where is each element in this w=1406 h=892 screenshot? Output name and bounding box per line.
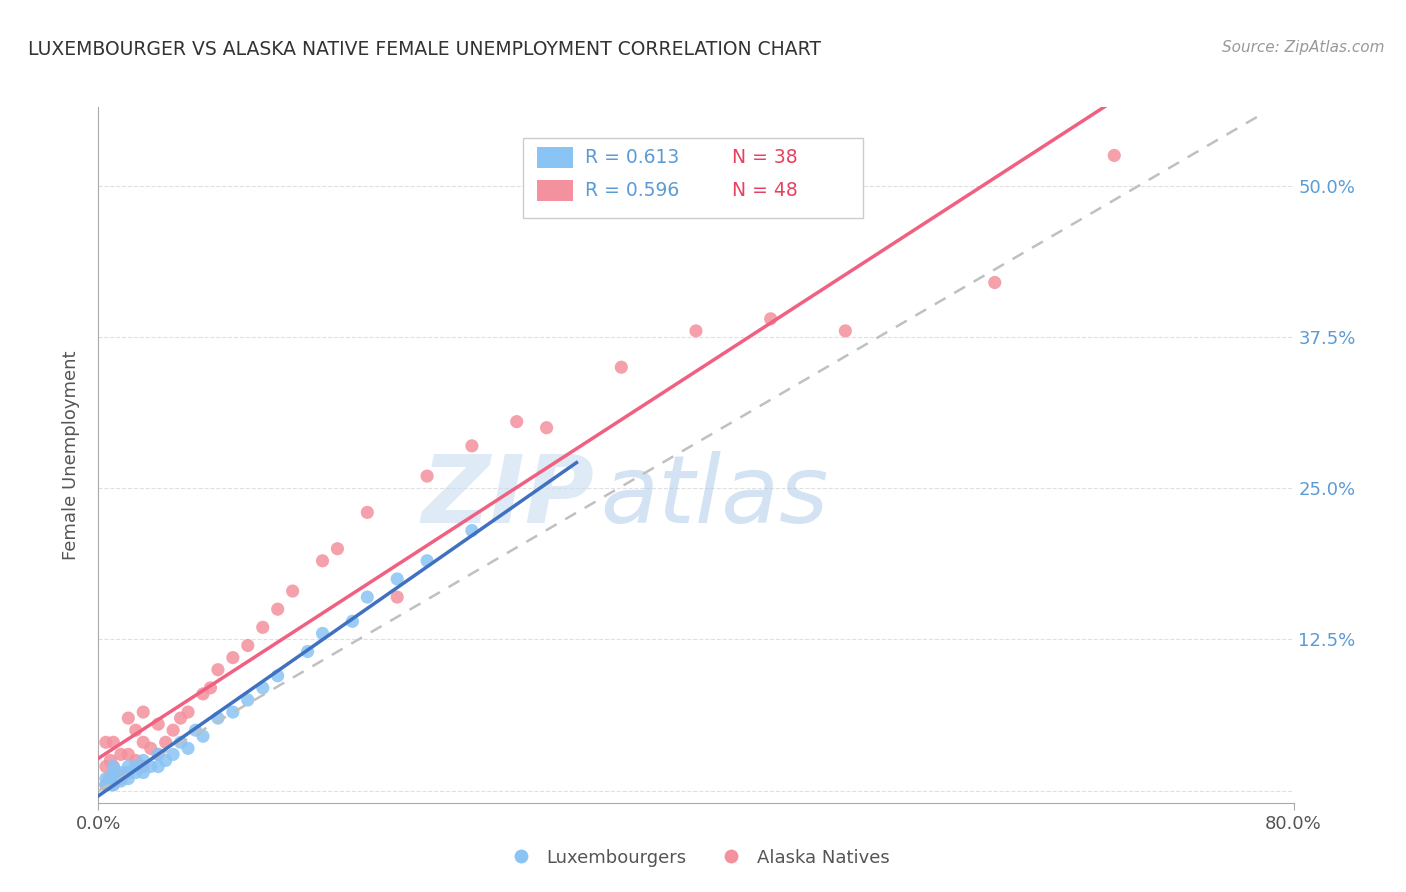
Point xyxy=(125,754,148,768)
Bar xyxy=(537,180,572,201)
Point xyxy=(506,415,529,429)
Point xyxy=(461,439,484,453)
Point xyxy=(177,741,200,756)
Point xyxy=(132,735,155,749)
Point xyxy=(98,754,122,768)
Point xyxy=(222,650,245,665)
Point xyxy=(117,765,139,780)
Point xyxy=(148,747,170,762)
Point xyxy=(110,747,132,762)
Point xyxy=(267,602,290,616)
Point xyxy=(103,765,125,780)
Point xyxy=(184,723,207,738)
Point xyxy=(132,754,155,768)
Point xyxy=(236,639,259,653)
Point xyxy=(1104,148,1126,162)
Point xyxy=(125,759,148,773)
Point xyxy=(125,723,148,738)
Point xyxy=(326,541,349,556)
Point xyxy=(105,765,128,780)
Point xyxy=(110,772,132,786)
Text: N = 48: N = 48 xyxy=(733,181,797,200)
Point xyxy=(281,584,304,599)
Point xyxy=(252,681,274,695)
Point xyxy=(98,778,122,792)
Point xyxy=(155,735,177,749)
Point xyxy=(416,554,439,568)
Text: Source: ZipAtlas.com: Source: ZipAtlas.com xyxy=(1222,40,1385,55)
Point xyxy=(311,554,333,568)
Text: ZIP: ZIP xyxy=(422,450,595,542)
Point xyxy=(94,778,117,792)
Legend: Luxembourgers, Alaska Natives: Luxembourgers, Alaska Natives xyxy=(495,841,897,874)
Y-axis label: Female Unemployment: Female Unemployment xyxy=(62,351,80,559)
Point xyxy=(103,778,125,792)
Point xyxy=(117,711,139,725)
Point xyxy=(191,687,214,701)
Point xyxy=(155,754,177,768)
Point xyxy=(169,711,191,725)
Point xyxy=(685,324,707,338)
Point xyxy=(191,729,214,743)
Point xyxy=(94,778,117,792)
Point xyxy=(342,615,364,629)
Text: R = 0.613: R = 0.613 xyxy=(585,148,679,167)
Point xyxy=(94,772,117,786)
Point xyxy=(103,778,125,792)
Point xyxy=(148,759,170,773)
Point xyxy=(105,772,128,786)
Point xyxy=(139,759,162,773)
Point xyxy=(103,772,125,786)
FancyBboxPatch shape xyxy=(523,138,863,219)
Point xyxy=(610,360,633,375)
Text: atlas: atlas xyxy=(600,451,828,542)
Bar xyxy=(537,146,572,168)
Point xyxy=(356,590,378,604)
Point xyxy=(132,765,155,780)
Text: R = 0.596: R = 0.596 xyxy=(585,181,679,200)
Point xyxy=(162,723,184,738)
Point xyxy=(139,741,162,756)
Point xyxy=(385,572,409,586)
Point xyxy=(252,620,274,634)
Point xyxy=(132,705,155,719)
Text: LUXEMBOURGER VS ALASKA NATIVE FEMALE UNEMPLOYMENT CORRELATION CHART: LUXEMBOURGER VS ALASKA NATIVE FEMALE UNE… xyxy=(28,40,821,59)
Point xyxy=(103,735,125,749)
Point xyxy=(117,772,139,786)
Point xyxy=(236,693,259,707)
Point xyxy=(834,324,856,338)
Point xyxy=(125,765,148,780)
Point xyxy=(117,765,139,780)
Point xyxy=(536,420,558,434)
Point xyxy=(416,469,439,483)
Point xyxy=(759,311,782,326)
Point xyxy=(97,772,120,786)
Point xyxy=(267,669,290,683)
Point xyxy=(984,276,1007,290)
Point xyxy=(297,644,319,658)
Point xyxy=(200,681,222,695)
Point xyxy=(117,747,139,762)
Point xyxy=(461,524,484,538)
Point xyxy=(207,663,229,677)
Point xyxy=(103,759,125,773)
Point xyxy=(162,747,184,762)
Point xyxy=(222,705,245,719)
Point xyxy=(385,590,409,604)
Point xyxy=(117,759,139,773)
Point xyxy=(207,711,229,725)
Point xyxy=(94,735,117,749)
Point xyxy=(311,626,333,640)
Point xyxy=(177,705,200,719)
Point xyxy=(110,765,132,780)
Point xyxy=(94,759,117,773)
Point xyxy=(148,747,170,762)
Text: N = 38: N = 38 xyxy=(733,148,797,167)
Point xyxy=(356,505,378,519)
Point xyxy=(103,759,125,773)
Point xyxy=(169,735,191,749)
Point xyxy=(132,759,155,773)
Point xyxy=(110,774,132,789)
Point xyxy=(148,717,170,731)
